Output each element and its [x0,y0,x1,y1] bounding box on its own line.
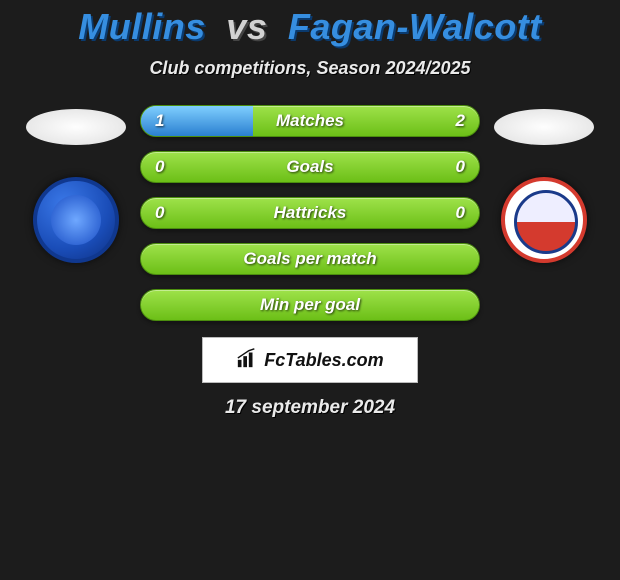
stat-bar-matches: 1 Matches 2 [140,105,480,137]
stat-bars: 1 Matches 2 0 Goals 0 0 Hattricks 0 Goal… [140,105,480,321]
brand-box: FcTables.com [202,337,418,383]
stat-bar-min-per-goal: Min per goal [140,289,480,321]
comparison-card: Mullins vs Fagan-Walcott Club competitio… [0,0,620,419]
player2-name: Fagan-Walcott [288,6,542,47]
stat-value-left: 0 [155,157,164,177]
stat-bar-hattricks: 0 Hattricks 0 [140,197,480,229]
stat-value-right: 0 [456,203,465,223]
player1-name: Mullins [78,6,206,47]
bar-chart-icon [236,347,258,374]
player2-flag-icon [494,109,594,145]
stat-label: Matches [276,111,344,131]
stat-label: Min per goal [260,295,360,315]
stat-label: Goals [286,157,333,177]
page-title: Mullins vs Fagan-Walcott [0,6,620,48]
brand-suffix: .com [342,350,384,370]
player1-club-badge-icon [33,177,119,263]
stat-value-right: 0 [456,157,465,177]
player1-flag-icon [26,109,126,145]
stat-bar-goals: 0 Goals 0 [140,151,480,183]
stat-bar-goals-per-match: Goals per match [140,243,480,275]
brand-name: FcTables [264,350,341,370]
stats-row-area: 1 Matches 2 0 Goals 0 0 Hattricks 0 Goal… [0,105,620,321]
stat-value-left: 0 [155,203,164,223]
subtitle: Club competitions, Season 2024/2025 [0,58,620,79]
stat-value-left: 1 [155,111,164,131]
stat-label: Hattricks [274,203,347,223]
right-column [494,105,594,263]
date-text: 17 september 2024 [0,397,620,419]
player2-club-badge-icon [501,177,587,263]
left-column [26,105,126,263]
stat-value-right: 2 [456,111,465,131]
brand-text: FcTables.com [264,350,383,371]
stat-label: Goals per match [243,249,376,269]
vs-text: vs [226,6,267,47]
